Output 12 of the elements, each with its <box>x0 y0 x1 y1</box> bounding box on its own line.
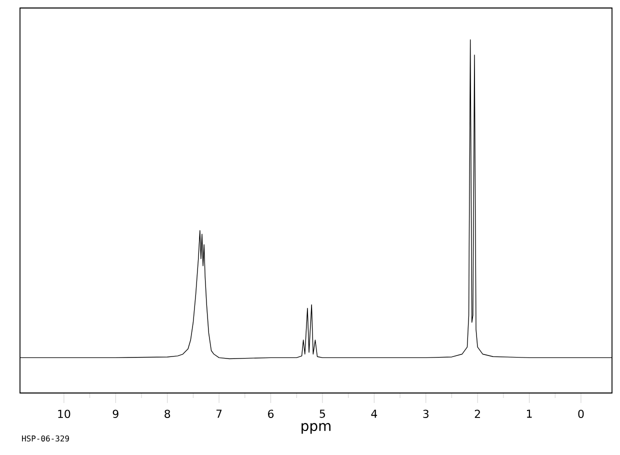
x-tick-label: 7 <box>216 410 222 418</box>
x-axis-title: ppm <box>302 423 330 434</box>
x-tick-label: 10 <box>58 410 70 418</box>
x-tick-label: 5 <box>320 410 325 418</box>
x-tick-label: 8 <box>164 410 170 418</box>
x-tick-label: 3 <box>423 410 428 418</box>
x-tick-label: 2 <box>474 410 480 418</box>
x-tick-label: 6 <box>268 410 274 418</box>
x-tick-label: 4 <box>371 410 378 418</box>
x-tick-label: 0 <box>578 410 584 418</box>
x-tick-label: 1 <box>526 410 532 418</box>
x-tick-label: 9 <box>112 410 118 418</box>
